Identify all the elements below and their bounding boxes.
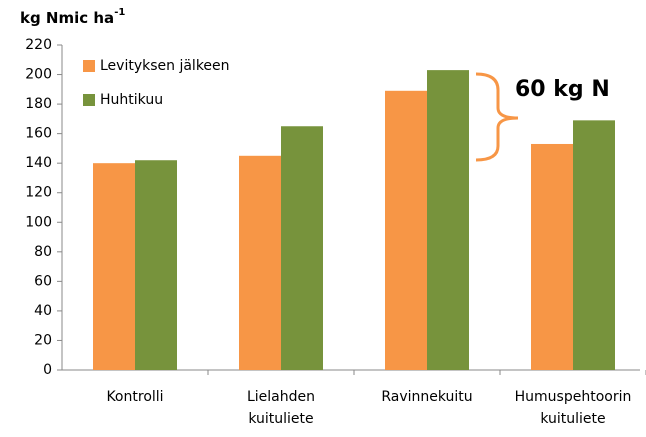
legend-label: Huhtikuu [100,92,163,108]
brace [475,72,519,162]
y-tick-label: 220 [25,37,52,53]
annotation: 60 kg N [515,77,610,102]
y-tick-label: 160 [25,126,52,142]
y-tick-label: 120 [25,185,52,201]
bar [427,70,469,370]
legend-label: Levityksen jälkeen [100,58,230,74]
y-axis-label-text: kg Nmic ha [20,9,114,27]
y-tick-label: 60 [34,273,52,289]
bar [281,126,323,370]
bar [385,90,427,370]
bar [93,163,135,370]
legend-swatch [83,94,95,106]
bar [239,155,281,370]
bar [573,120,615,370]
x-tick-label: Lielahden [247,389,315,405]
y-tick-label: 20 [34,332,52,348]
y-tick-label: 0 [43,362,52,378]
x-tick-label: kuituliete [248,411,313,427]
y-tick-label: 80 [34,244,52,260]
y-axis-label: kg Nmic ha-1 [20,7,125,27]
y-tick-label: 40 [34,303,52,319]
bar [135,160,177,370]
x-tick-label: Humuspehtoorin [515,389,632,405]
y-tick-label: 100 [25,214,52,230]
x-tick-label: Kontrolli [106,389,163,405]
y-tick-label: 180 [25,96,52,112]
legend-swatch [83,60,95,72]
bar [531,143,573,370]
x-tick-label: kuituliete [540,411,605,427]
x-tick-label: Ravinnekuitu [381,389,472,405]
y-axis-label-sup: -1 [114,7,125,18]
y-tick-label: 200 [25,67,52,83]
y-tick-label: 140 [25,155,52,171]
